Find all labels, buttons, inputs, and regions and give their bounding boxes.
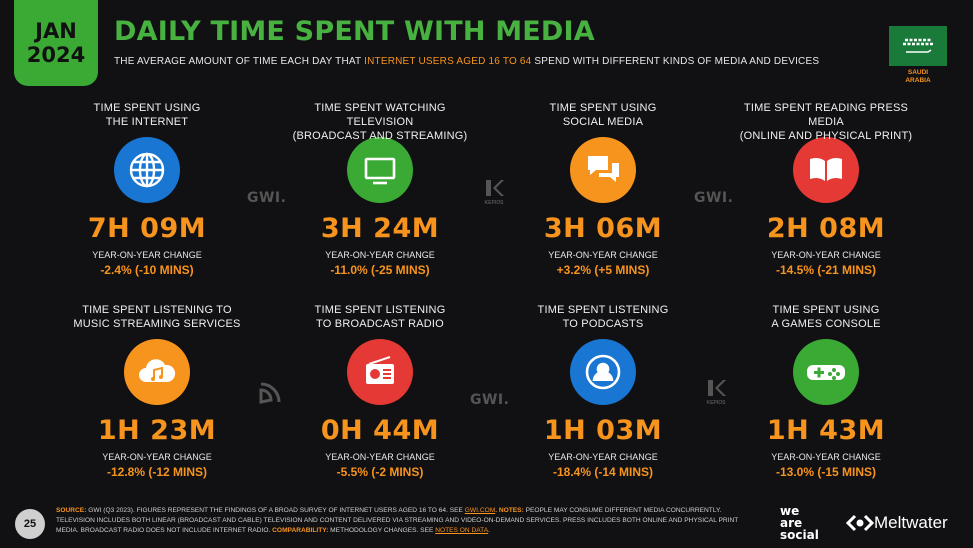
card-value: 3H 24M: [320, 213, 440, 244]
open-book-icon: [793, 137, 859, 203]
card-value: 2H 08M: [766, 213, 886, 244]
notes-text: PEOPLE MAY CONSUME DIFFERENT MEDIA CONCU…: [56, 507, 739, 534]
yoy-label: YEAR-ON-YEAR CHANGE: [548, 452, 658, 462]
card-press-media: TIME SPENT READING PRESS MEDIA (ONLINE AN…: [736, 101, 916, 277]
card-games-console: TIME SPENT USING A GAMES CONSOLE 1H 43M Y…: [736, 303, 916, 479]
card-value: 0H 44M: [320, 415, 440, 446]
kepios-watermark: KEPIOS: [481, 178, 507, 206]
yoy-value: -12.8% (-12 MINS): [106, 465, 208, 479]
card-internet: TIME SPENT USING THE INTERNET 7H 09M YEAR…: [57, 101, 237, 277]
yoy-value: -18.4% (-14 MINS): [552, 465, 654, 479]
yoy-label: YEAR-ON-YEAR CHANGE: [548, 250, 658, 260]
saudi-flag-icon: [889, 26, 947, 66]
comparability-text: METHODOLOGY CHANGES. SEE: [328, 527, 436, 534]
yoy-label: YEAR-ON-YEAR CHANGE: [771, 452, 881, 462]
yoy-value: -11.0% (-25 MINS): [330, 263, 430, 277]
source-notes: SOURCE: GWI (Q3 2023). FIGURES REPRESENT…: [56, 506, 756, 536]
yoy-label: YEAR-ON-YEAR CHANGE: [325, 250, 435, 260]
gamepad-icon: [793, 339, 859, 405]
logo-line-2: are: [780, 516, 803, 530]
country-line-2: ARABIA: [905, 77, 931, 84]
kepios-text: KEPIOS: [484, 200, 504, 206]
date-badge: JAN 2024: [14, 0, 98, 86]
kepios-watermark: KEPIOS: [703, 378, 729, 406]
yoy-value: +3.2% (+5 MINS): [556, 263, 650, 277]
notes-on-data-link[interactable]: NOTES ON DATA: [435, 527, 489, 534]
yoy-label: YEAR-ON-YEAR CHANGE: [102, 452, 212, 462]
datareportal-watermark-icon: [257, 376, 287, 411]
television-icon: [347, 137, 413, 203]
card-label: TIME SPENT USING A GAMES CONSOLE: [771, 304, 881, 330]
chat-bubbles-icon: [570, 137, 636, 203]
gwi-watermark: GWI.: [247, 190, 287, 206]
we-are-social-logo: we are social: [780, 505, 836, 541]
yoy-value: -5.5% (-2 MINS): [336, 465, 424, 479]
card-label: TIME SPENT LISTENING TO PODCASTS: [537, 304, 669, 330]
card-social-media: TIME SPENT USING SOCIAL MEDIA 3H 06M YEAR…: [513, 101, 693, 277]
card-label: TIME SPENT USING SOCIAL MEDIA: [549, 102, 657, 128]
logo-line-1: we: [780, 504, 800, 518]
country-line-1: SAUDI: [907, 69, 929, 76]
meltwater-text: Meltwater: [874, 513, 948, 532]
card-value: 3H 06M: [543, 213, 663, 244]
card-label: TIME SPENT WATCHING TELEVISION (BROADCAST…: [292, 102, 468, 142]
yoy-label: YEAR-ON-YEAR CHANGE: [92, 250, 202, 260]
card-value: 1H 23M: [97, 415, 217, 446]
country-label: SAUDI ARABIA: [880, 69, 956, 85]
notes-key: . NOTES:: [495, 507, 524, 514]
meltwater-mark-icon: [846, 514, 874, 532]
yoy-label: YEAR-ON-YEAR CHANGE: [325, 452, 435, 462]
date-year: 2024: [26, 43, 86, 67]
card-label: TIME SPENT LISTENING TO MUSIC STREAMING S…: [73, 304, 241, 330]
card-broadcast-radio: TIME SPENT LISTENING TO BROADCAST RADIO 0…: [290, 303, 470, 479]
card-music-streaming: TIME SPENT LISTENING TO MUSIC STREAMING S…: [67, 303, 247, 479]
card-label: TIME SPENT USING THE INTERNET: [93, 102, 201, 128]
card-podcasts: TIME SPENT LISTENING TO PODCASTS 1H 03M Y…: [513, 303, 693, 479]
globe-icon: [114, 137, 180, 203]
yoy-value: -13.0% (-15 MINS): [775, 465, 877, 479]
comparability-key: COMPARABILITY:: [272, 527, 329, 534]
yoy-value: -2.4% (-10 MINS): [100, 263, 194, 277]
gwi-watermark: GWI.: [470, 392, 510, 408]
logo-line-3: social: [780, 528, 819, 542]
subtitle-text-end: SPEND WITH DIFFERENT KINDS OF MEDIA AND …: [531, 56, 820, 67]
subtitle-text: THE AVERAGE AMOUNT OF TIME EACH DAY THAT: [114, 56, 365, 67]
page-title: DAILY TIME SPENT WITH MEDIA: [114, 16, 595, 47]
date-month: JAN: [35, 19, 77, 43]
page-subtitle: THE AVERAGE AMOUNT OF TIME EACH DAY THAT…: [114, 56, 819, 67]
podcast-icon: [570, 339, 636, 405]
card-label: TIME SPENT READING PRESS MEDIA (ONLINE AN…: [739, 102, 913, 142]
card-value: 7H 09M: [87, 213, 207, 244]
subtitle-highlight: INTERNET USERS AGED 16 TO 64: [364, 56, 532, 67]
card-value: 1H 03M: [543, 415, 663, 446]
gwi-link[interactable]: GWI.COM: [464, 507, 496, 514]
source-key: SOURCE:: [56, 507, 87, 514]
cloud-music-icon: [124, 339, 190, 405]
gwi-watermark: GWI.: [694, 190, 734, 206]
card-label: TIME SPENT LISTENING TO BROADCAST RADIO: [314, 304, 446, 330]
meltwater-logo: Meltwater: [846, 513, 948, 533]
kepios-text: KEPIOS: [706, 400, 726, 406]
source-text: GWI (Q3 2023). FIGURES REPRESENT THE FIN…: [86, 507, 465, 514]
source-end: .: [488, 527, 490, 534]
card-television: TIME SPENT WATCHING TELEVISION (BROADCAST…: [290, 101, 470, 277]
yoy-value: -14.5% (-21 MINS): [775, 263, 877, 277]
radio-icon: [347, 339, 413, 405]
page-number: 25: [15, 509, 45, 539]
card-value: 1H 43M: [766, 415, 886, 446]
yoy-label: YEAR-ON-YEAR CHANGE: [771, 250, 881, 260]
